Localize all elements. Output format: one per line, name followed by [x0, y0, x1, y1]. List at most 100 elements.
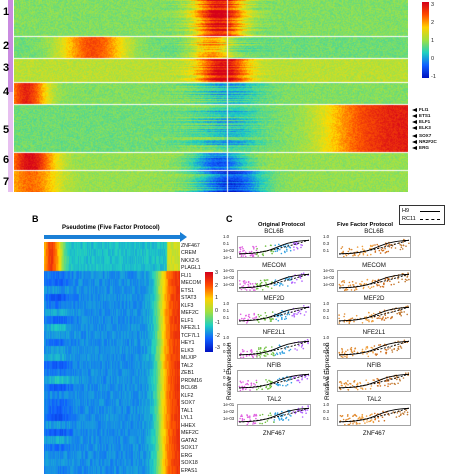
cell-point — [351, 385, 354, 387]
cell-point — [354, 254, 356, 257]
cell-point — [240, 254, 243, 256]
annotated-gene-label: FLI1 — [419, 107, 429, 112]
cell-point — [353, 320, 355, 323]
cell-point — [265, 346, 267, 348]
cell-point — [286, 384, 289, 386]
cell-point — [377, 385, 379, 388]
cell-point — [239, 282, 241, 285]
cell-point — [247, 281, 250, 283]
colorbar-b-tick: 3 — [215, 270, 219, 276]
panel-b-gene-label: MEF2C — [181, 430, 199, 437]
cell-point — [369, 420, 372, 422]
cell-point — [241, 419, 244, 421]
cell-point — [403, 411, 406, 413]
cell-point — [377, 416, 379, 419]
cell-point — [242, 381, 244, 384]
cell-point — [367, 311, 370, 314]
cell-point — [355, 387, 358, 390]
cell-point — [245, 355, 248, 357]
cell-point — [302, 347, 305, 350]
cell-point — [248, 251, 251, 253]
cell-point — [265, 315, 268, 317]
original-plot-title: BCL6B — [264, 228, 284, 235]
colorbar-b-tick: -2 — [215, 332, 220, 339]
cell-point — [239, 246, 242, 249]
gene-pointer-arrow — [412, 114, 417, 118]
cell-point — [256, 247, 258, 250]
cell-point — [397, 277, 399, 279]
plot-y-tick: 0.1 — [223, 241, 230, 246]
cell-point — [255, 253, 258, 256]
cell-point — [393, 283, 395, 285]
cell-point — [262, 253, 264, 255]
cell-point — [365, 346, 368, 348]
cell-point — [243, 418, 245, 421]
cell-point — [385, 380, 388, 382]
cell-point — [273, 283, 276, 286]
cell-point — [346, 288, 349, 290]
cell-point — [393, 347, 396, 350]
plot-y-tick: 0.1 — [223, 308, 230, 314]
cell-point — [372, 379, 374, 382]
cell-point — [360, 283, 362, 285]
cell-point — [341, 279, 344, 282]
cell-point — [384, 348, 387, 351]
cell-point — [384, 317, 387, 320]
cell-point — [287, 310, 290, 313]
cell-point — [306, 409, 309, 411]
plot-y-tick: 1e-01 — [323, 267, 335, 273]
cell-point — [296, 278, 298, 280]
cell-point — [406, 275, 408, 278]
cell-point — [343, 313, 346, 315]
cell-point — [244, 251, 247, 254]
cell-point — [374, 353, 377, 355]
colorbar-b-tick: -1 — [215, 320, 220, 326]
cell-point — [364, 251, 367, 253]
cell-point — [254, 288, 256, 291]
cell-point — [241, 285, 243, 287]
cell-point — [282, 377, 284, 379]
cell-point — [367, 285, 370, 288]
cell-point — [389, 346, 391, 349]
cell-point — [288, 349, 290, 352]
cell-point — [381, 285, 384, 287]
cell-point — [292, 411, 295, 413]
cell-point — [254, 317, 256, 319]
panel-b-gene-label: TCF7L1 — [181, 332, 200, 339]
cell-point — [377, 317, 380, 319]
plot-y-tick: 1.0 — [323, 402, 330, 407]
cell-point — [370, 314, 373, 316]
cell-point — [301, 244, 303, 247]
cell-point — [407, 372, 410, 375]
cell-point — [382, 249, 385, 252]
cell-point — [355, 415, 358, 417]
cell-point — [255, 249, 258, 252]
rc11-trend-line — [238, 273, 310, 289]
cell-point — [389, 378, 391, 380]
plot-y-tick: 1.0 — [323, 234, 330, 239]
cell-point — [341, 351, 343, 354]
panel-b-gene-label: CREM — [181, 250, 197, 257]
cell-point — [287, 284, 289, 287]
cell-point — [406, 313, 408, 316]
cell-point — [383, 319, 386, 322]
cell-point — [391, 382, 393, 385]
cell-point — [255, 317, 257, 319]
annotated-gene-label: ERG — [419, 145, 429, 150]
cell-point — [290, 415, 292, 417]
colorbar-a-tick: 3 — [431, 2, 435, 8]
cell-point — [255, 379, 258, 382]
cell-point — [294, 313, 296, 315]
cell-point — [284, 316, 287, 318]
panel-b-gene-label: PRDM16 — [181, 377, 203, 384]
rc11-trend-line — [338, 273, 410, 289]
panel-b-gene-label: MECOM — [181, 280, 201, 287]
cell-point — [289, 414, 291, 416]
plot-y-tick: 1e-02 — [223, 248, 235, 253]
cell-point — [256, 350, 258, 352]
cluster-label-4: 4 — [3, 86, 10, 98]
cell-point — [265, 354, 267, 357]
cell-point — [246, 383, 248, 385]
cell-point — [272, 351, 274, 354]
cell-point — [381, 319, 383, 321]
